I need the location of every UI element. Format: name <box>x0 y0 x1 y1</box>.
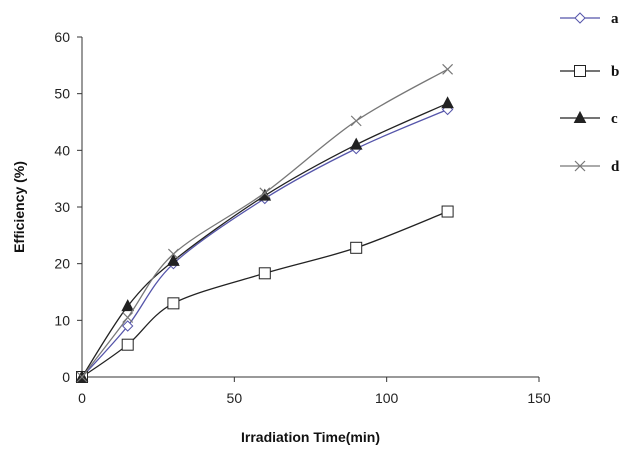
y-tick-label: 10 <box>54 312 70 328</box>
x-axis-title: Irradiation Time(min) <box>241 429 380 445</box>
legend-label: a <box>611 11 619 27</box>
x-ticks: 0 50 100 150 <box>78 377 551 406</box>
x-tick-label: 50 <box>227 390 243 406</box>
x-tick-label: 0 <box>78 390 86 406</box>
data-point <box>259 187 271 199</box>
legend-label: c <box>611 111 618 127</box>
data-point <box>167 297 180 310</box>
data-point <box>574 12 586 24</box>
y-tick-label: 40 <box>54 142 70 158</box>
data-point <box>76 371 88 383</box>
data-point <box>121 320 134 332</box>
data-point <box>121 299 135 312</box>
data-point <box>122 312 134 323</box>
y-tick-label: 50 <box>54 86 70 102</box>
data-point <box>349 137 363 150</box>
y-tick-label: 30 <box>54 199 70 215</box>
series-b <box>76 205 454 383</box>
data-point <box>258 267 271 280</box>
data-point <box>574 65 586 77</box>
legend-item-a: a <box>560 11 619 27</box>
y-tick-label: 60 <box>54 29 70 45</box>
x-tick-label: 150 <box>527 390 551 406</box>
data-point <box>350 115 362 127</box>
series-d <box>76 63 454 383</box>
y-tick-label: 0 <box>62 369 70 385</box>
data-point <box>574 160 586 172</box>
data-point <box>167 248 179 260</box>
legend-label: d <box>611 159 620 175</box>
y-axis-title: Efficiency (%) <box>11 161 27 253</box>
data-point <box>121 338 134 351</box>
data-point <box>441 205 454 218</box>
legend-label: b <box>611 64 619 80</box>
data-point <box>573 110 587 123</box>
y-tick-label: 20 <box>54 256 70 272</box>
data-point <box>442 63 454 75</box>
data-point <box>441 96 454 109</box>
legend-item-b: b <box>560 64 619 80</box>
series-line <box>81 68 448 378</box>
series-layer <box>75 63 454 383</box>
x-tick-label: 100 <box>375 390 399 406</box>
data-point <box>350 241 363 254</box>
legend-item-c: c <box>560 110 618 127</box>
data-point <box>167 253 180 266</box>
legend-item-d: d <box>560 159 620 175</box>
axes: 0 50 100 150 0 10 20 30 40 50 60 <box>54 29 550 406</box>
y-ticks: 0 10 20 30 40 50 60 <box>54 29 82 385</box>
legend: a b c d <box>560 11 620 175</box>
